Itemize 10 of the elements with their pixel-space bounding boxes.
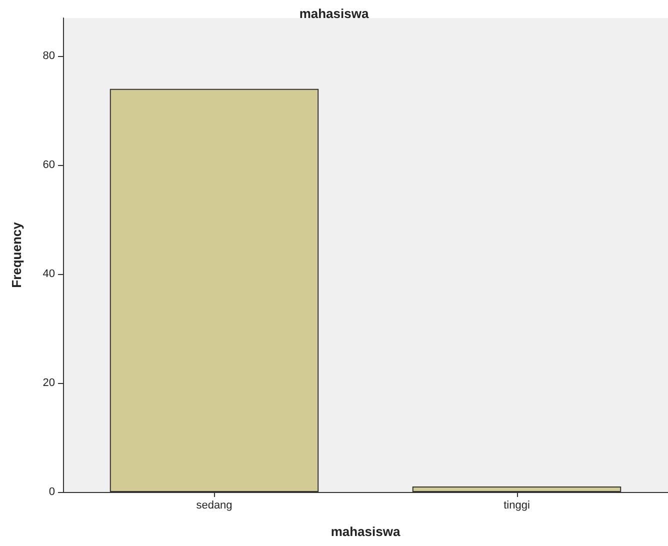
y-tick-label: 60: [42, 159, 55, 172]
chart-title: mahasiswa: [299, 6, 370, 21]
x-tick-label: sedang: [196, 500, 232, 512]
y-axis-title: Frequency: [9, 221, 24, 288]
x-tick-label: tinggi: [504, 500, 530, 512]
y-tick-label: 80: [42, 50, 55, 62]
y-tick-label: 40: [42, 268, 55, 280]
x-axis-title: mahasiswa: [330, 524, 401, 539]
y-tick-label: 0: [48, 486, 55, 498]
y-tick-label: 20: [42, 377, 55, 390]
